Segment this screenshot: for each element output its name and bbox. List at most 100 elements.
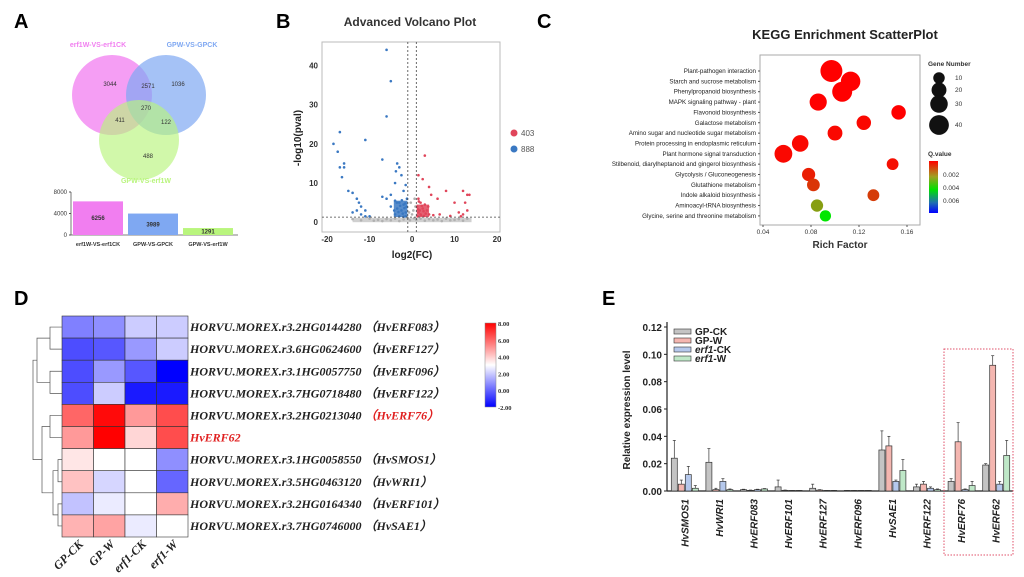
heatmap-row-label: HORVU.MOREX.r3.5HG0463120 （HvWRI1） bbox=[189, 475, 433, 489]
point-up bbox=[438, 213, 441, 216]
bar bbox=[705, 461, 713, 492]
venn-region-count: 488 bbox=[143, 154, 154, 160]
legend-swatch bbox=[673, 346, 692, 353]
heatmap-row-label: HORVU.MOREX.r3.2HG0144280 （HvERF083） bbox=[189, 320, 445, 334]
heatmap-cell bbox=[156, 426, 189, 449]
heatmap-cell bbox=[124, 337, 157, 361]
bar bbox=[774, 486, 782, 492]
pathway-label: MAPK signaling pathway - plant bbox=[669, 99, 757, 106]
category-label: HvWRI1 bbox=[715, 499, 726, 537]
gene-id: HORVU.MOREX.r3.7HG0718480 bbox=[189, 386, 364, 400]
panel-label-d: D bbox=[14, 288, 28, 310]
size-legend-label: 30 bbox=[955, 101, 963, 108]
bar bbox=[989, 364, 997, 492]
heatmap-cell bbox=[61, 337, 94, 361]
legend-label: erf1-CK bbox=[695, 345, 732, 356]
bar bbox=[73, 201, 123, 235]
category-label: HvSAE1 bbox=[888, 499, 899, 538]
heatmap-cell bbox=[61, 426, 94, 449]
point-up bbox=[417, 200, 421, 203]
volcano-ylabel: -log10(pval) bbox=[293, 110, 304, 166]
heatmap-row-label: HORVU.MOREX.r3.1HG0058550 （HvSMOS1） bbox=[189, 453, 442, 467]
bar bbox=[899, 470, 907, 492]
x-tick-label: 0.16 bbox=[901, 229, 914, 236]
pathway-label: Glycine, serine and threonine metabolism bbox=[642, 213, 756, 220]
bar bbox=[913, 486, 920, 492]
pathway-point bbox=[810, 199, 824, 212]
point-up bbox=[421, 177, 424, 181]
colorbar-tick-label: 6.00 bbox=[498, 338, 509, 345]
e-ylabel: Relative expression level bbox=[622, 350, 633, 469]
venn-region-count: 270 bbox=[141, 106, 152, 112]
bar bbox=[809, 487, 817, 492]
x-tick-label: 0.08 bbox=[805, 229, 818, 236]
heatmap-cell bbox=[93, 470, 126, 494]
volcano-title: Advanced Volcano Plot bbox=[344, 15, 476, 29]
legend-text: GP-CK bbox=[695, 327, 728, 338]
pathway-point bbox=[819, 210, 832, 222]
bar-category-label: erf1W-VS-erf1CK bbox=[76, 242, 120, 248]
pathway-point bbox=[867, 189, 880, 202]
panel-label-b: B bbox=[276, 11, 290, 33]
point-up bbox=[427, 185, 431, 189]
category-label: HvERF083 bbox=[750, 499, 761, 549]
x-tick-label: 0 bbox=[410, 235, 415, 244]
venn-set-label: GPW-VS-GPCK bbox=[167, 42, 218, 49]
bar bbox=[934, 489, 941, 492]
pathway-point bbox=[791, 135, 809, 152]
pathway-point bbox=[801, 167, 816, 182]
legend-swatch bbox=[673, 328, 692, 335]
bar bbox=[740, 489, 747, 492]
heatmap-cell bbox=[156, 315, 189, 339]
point-ns bbox=[410, 213, 414, 216]
legend-swatch bbox=[673, 337, 692, 344]
heatmap-cell bbox=[93, 315, 126, 339]
qvalue-colorbar bbox=[929, 161, 938, 213]
size-legend-circle bbox=[930, 95, 948, 113]
gene-id: HORVU.MOREX.r3.1HG0057750 bbox=[189, 364, 364, 378]
legend-label: GP-W bbox=[695, 336, 723, 347]
heatmap-cell bbox=[124, 315, 157, 339]
point-down bbox=[332, 142, 335, 146]
panel-c-kegg-scatter: KEGG Enrichment ScatterPlot Rich Factor … bbox=[612, 27, 971, 251]
point-down bbox=[355, 209, 359, 212]
point-down bbox=[351, 211, 354, 214]
x-tick-label: 20 bbox=[493, 235, 502, 244]
legend-italic: erf1 bbox=[695, 354, 714, 365]
bar bbox=[878, 449, 886, 492]
bar bbox=[1003, 455, 1011, 492]
gene-name: （HvERF101） bbox=[364, 497, 445, 511]
point-up bbox=[463, 201, 467, 204]
point-down bbox=[393, 181, 397, 185]
heatmap-cell bbox=[124, 404, 157, 427]
point-down bbox=[340, 175, 344, 179]
venn-region-count: 1036 bbox=[171, 82, 185, 88]
x-tick-label: 10 bbox=[450, 235, 459, 244]
pathway-point bbox=[832, 81, 853, 102]
legend-dot bbox=[510, 145, 518, 153]
venn-set-label: erf1W-VS-erf1CK bbox=[70, 42, 126, 49]
venn-region-count: 3044 bbox=[103, 82, 117, 88]
legend-text: -CK bbox=[713, 345, 732, 356]
heatmap-cell bbox=[156, 404, 189, 427]
point-up bbox=[423, 154, 427, 157]
heatmap-cell bbox=[61, 470, 94, 494]
heatmap-column-label: erf1-CK bbox=[111, 537, 150, 576]
bar bbox=[996, 483, 1004, 492]
bar bbox=[747, 489, 754, 492]
point-ns bbox=[407, 211, 411, 214]
legend-label: erf1-W bbox=[695, 354, 727, 365]
venn-circle-3 bbox=[99, 100, 179, 180]
heatmap-cell bbox=[124, 514, 157, 538]
colorbar-tick-label: 2.00 bbox=[498, 371, 509, 378]
size-legend-label: 20 bbox=[955, 87, 963, 94]
point-down bbox=[385, 197, 388, 201]
plot-area bbox=[759, 54, 921, 226]
y-tick-label: 8000 bbox=[54, 190, 68, 196]
y-tick-label: 4000 bbox=[54, 212, 68, 218]
highlight-box bbox=[943, 348, 1014, 556]
point-down bbox=[394, 169, 398, 173]
panel-a-bar-chart: 0 4000 8000 6256 erf1W-VS-erf1CK 3989 GPW-VS-G… bbox=[54, 190, 238, 248]
legend-italic: erf1 bbox=[695, 345, 714, 356]
volcano-xlabel: log2(FC) bbox=[392, 250, 433, 261]
